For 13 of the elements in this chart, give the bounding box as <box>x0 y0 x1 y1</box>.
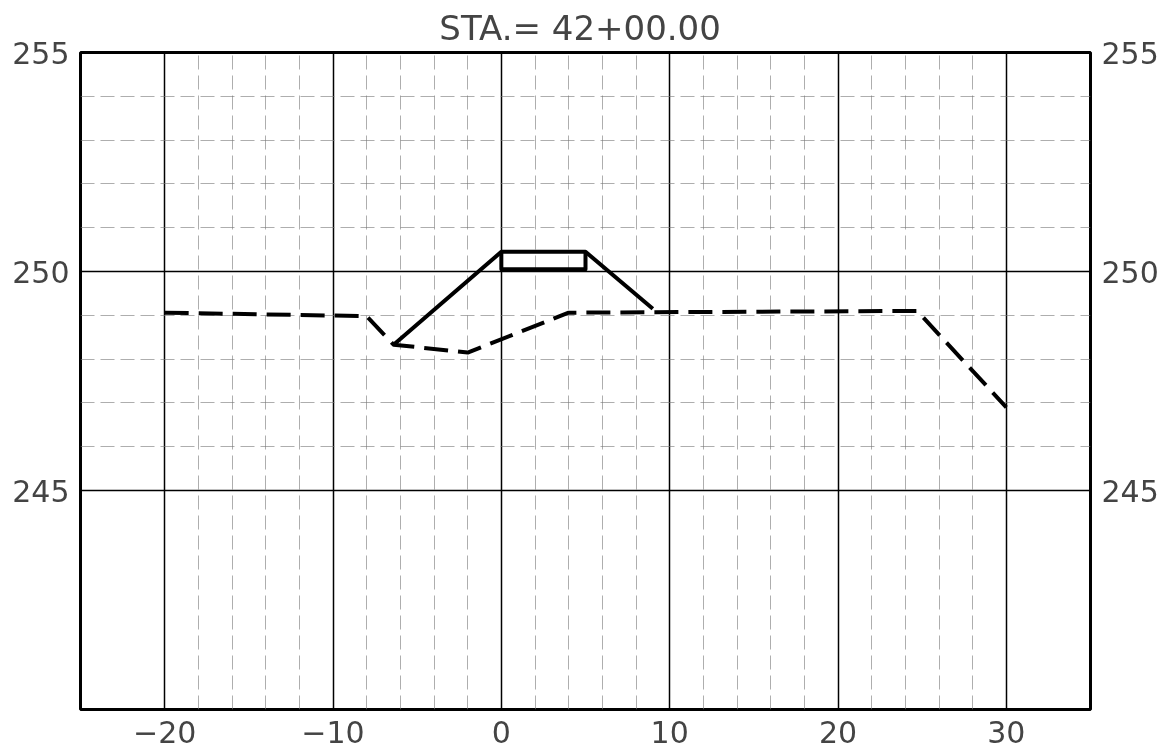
y2-tick-label: 255 <box>1101 35 1159 71</box>
y-tick-label: 250 <box>12 254 70 290</box>
x-tick-label: 0 <box>491 714 511 750</box>
x-tick-label: −20 <box>133 714 197 750</box>
x-tick-label: −10 <box>301 714 365 750</box>
y-tick-label: 255 <box>12 35 70 71</box>
x-tick-label: 10 <box>650 714 689 750</box>
y-tick-label: 245 <box>12 473 70 509</box>
x-tick-label: 30 <box>987 714 1026 750</box>
chart-title: STA.= 42+00.00 <box>439 7 721 48</box>
x-tick-label: 20 <box>818 714 858 750</box>
y2-tick-label: 245 <box>1101 473 1159 509</box>
y2-tick-label: 250 <box>1101 254 1159 290</box>
